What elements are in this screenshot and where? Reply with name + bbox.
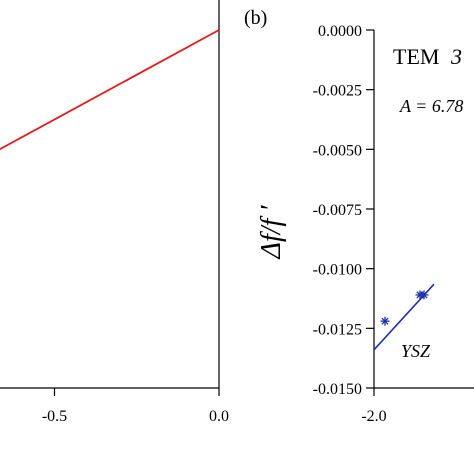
panel-b-inset-title-text: TEM [393,44,439,69]
panel-b-annotation: A = 6.78 [399,96,463,116]
panel-a-series-line-0 [0,29,220,151]
panel-b-y-tick-label-3: -0.0075 [313,202,362,219]
panel-b-inset-title: TEM 3 [393,44,462,69]
panel-b-series: YSZ [373,283,435,361]
panel-b-point-0-2 [419,290,429,300]
panel-b-y-tick-label-2: -0.0050 [313,142,362,159]
panel-b-inset-title-num: 3 [450,44,462,69]
panel-a-series [0,29,220,151]
panel-a: -0.5 0.0 [0,0,229,425]
panel-b-series-label-0: YSZ [401,341,431,361]
panel-b-x-ticks: -2.0 [361,388,387,425]
panel-b-y-axis-label: Δf/f ′ [256,205,287,260]
panel-b-y-tick-label-6: -0.0150 [313,381,362,398]
panel-b-y-tick-label-1: -0.0025 [313,83,362,100]
panel-b: (b) Δf/f ′ 0.0000 -0.0025 -0.0050 -0.0075 -0… [244,7,474,425]
panel-b-y-tick-label-4: -0.0100 [313,262,362,279]
panel-b-y-tick-label-0: 0.0000 [318,23,362,40]
panel-a-x-tick-label-0: -0.5 [42,408,67,425]
panel-a-x-tick-label-1: 0.0 [209,408,229,425]
panel-b-point-0-0 [380,316,390,326]
asterisk-stroke [381,317,389,325]
panel-b-label: (b) [244,7,267,29]
panel-a-x-ticks: -0.5 0.0 [42,388,229,425]
panel-b-y-tick-label-5: -0.0125 [313,321,362,338]
asterisk-stroke [420,291,428,299]
panel-b-x-tick-label-0: -2.0 [361,408,386,425]
panel-b-y-ticks: 0.0000 -0.0025 -0.0050 -0.0075 -0.0100 -0.012… [313,23,374,398]
